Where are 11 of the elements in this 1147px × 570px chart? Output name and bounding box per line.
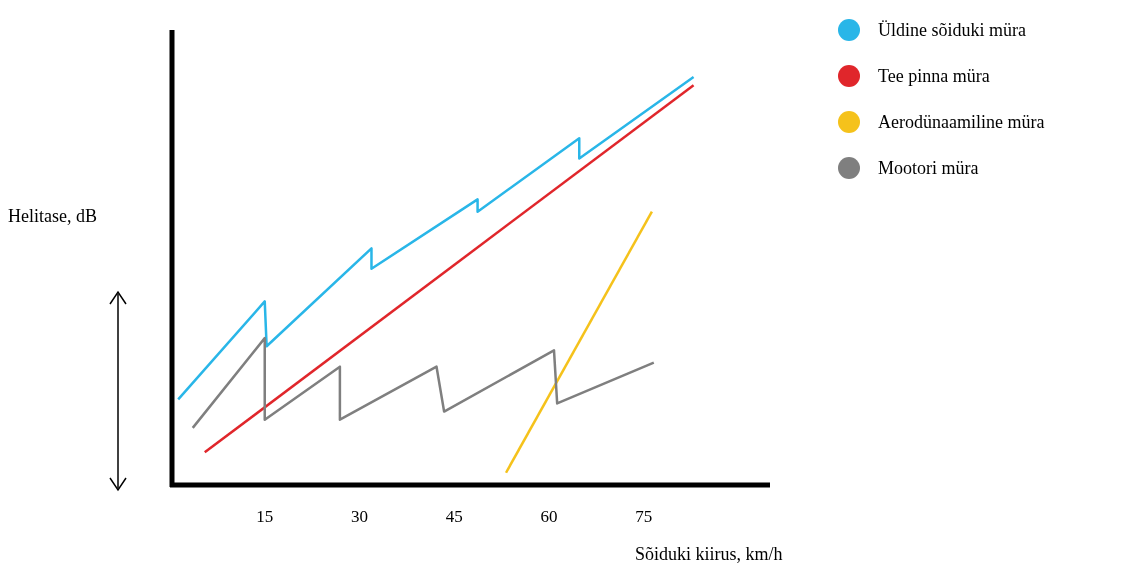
x-tick-label: 30 [350,507,368,526]
legend-label: Tee pinna müra [878,66,990,86]
legend-label: Üldine sõiduki müra [878,20,1026,40]
legend-label: Mootori müra [878,158,979,178]
x-tick-label: 45 [445,507,463,526]
x-tick-label: 75 [635,507,653,526]
legend-label: Aerodünaamiline müra [878,112,1045,132]
x-tick-label: 60 [540,507,558,526]
x-axis-title: Sõiduki kiirus, km/h [635,544,783,564]
x-tick-label: 15 [256,507,274,526]
y-axis-title: Helitase, dB [8,206,97,226]
